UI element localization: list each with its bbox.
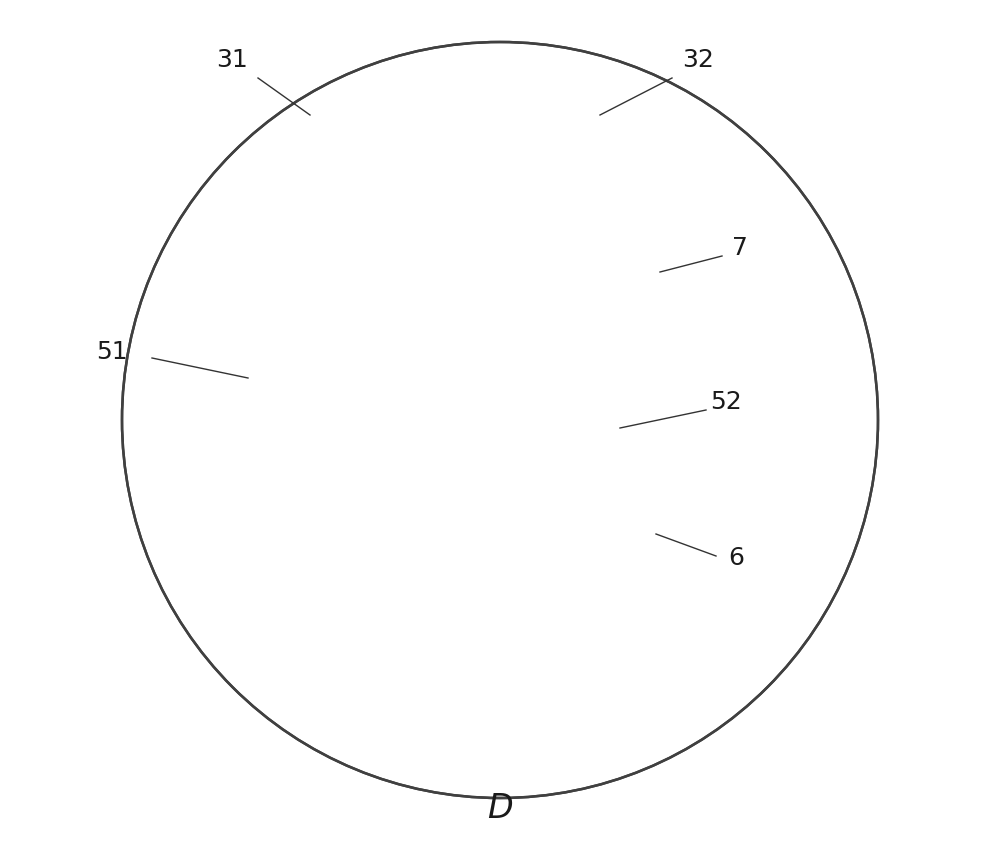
Circle shape bbox=[234, 218, 246, 230]
Bar bbox=[293, 425, 707, 428]
Bar bbox=[228, 251, 248, 273]
Bar bbox=[293, 236, 707, 239]
Bar bbox=[269, 110, 731, 112]
Bar bbox=[270, 376, 292, 502]
Bar bbox=[293, 389, 707, 391]
Bar bbox=[293, 299, 707, 302]
Bar bbox=[270, 191, 292, 317]
Bar bbox=[293, 494, 707, 496]
Bar bbox=[269, 608, 731, 609]
Bar bbox=[293, 214, 707, 215]
Bar bbox=[530, 331, 690, 357]
Bar bbox=[293, 195, 707, 198]
Bar bbox=[293, 403, 707, 405]
Bar bbox=[293, 457, 707, 460]
Bar bbox=[269, 569, 731, 571]
Bar bbox=[269, 594, 731, 595]
Bar bbox=[293, 448, 707, 450]
Bar bbox=[730, 115, 752, 740]
Text: 32: 32 bbox=[682, 48, 714, 72]
Bar bbox=[708, 376, 730, 502]
Bar bbox=[248, 115, 270, 740]
Bar bbox=[269, 93, 731, 95]
Bar bbox=[293, 385, 707, 387]
Bar bbox=[293, 470, 707, 473]
Bar bbox=[293, 393, 707, 396]
Bar bbox=[293, 245, 707, 247]
Bar bbox=[269, 617, 731, 620]
Bar bbox=[292, 380, 708, 498]
Bar bbox=[293, 281, 707, 284]
Bar bbox=[269, 587, 731, 589]
Bar bbox=[293, 273, 707, 274]
Text: 52: 52 bbox=[710, 390, 742, 414]
Bar bbox=[292, 195, 708, 313]
Circle shape bbox=[234, 464, 246, 476]
Circle shape bbox=[316, 82, 330, 96]
Bar bbox=[262, 554, 758, 566]
Circle shape bbox=[314, 451, 326, 463]
Text: 6: 6 bbox=[728, 546, 744, 570]
Bar bbox=[732, 66, 744, 113]
Bar bbox=[752, 193, 770, 315]
Bar bbox=[268, 566, 732, 621]
Bar bbox=[236, 458, 248, 472]
Bar bbox=[270, 374, 730, 504]
Bar bbox=[262, 117, 758, 129]
Bar bbox=[293, 380, 707, 383]
Bar bbox=[293, 435, 707, 437]
Bar bbox=[270, 115, 730, 740]
Bar bbox=[268, 62, 732, 117]
Bar bbox=[236, 400, 248, 414]
Bar bbox=[293, 267, 707, 270]
Bar bbox=[293, 430, 707, 432]
Bar bbox=[293, 249, 707, 252]
Bar bbox=[293, 421, 707, 424]
Bar bbox=[293, 200, 707, 202]
Bar bbox=[269, 597, 731, 599]
Bar bbox=[293, 484, 707, 487]
Bar bbox=[269, 82, 731, 84]
Bar bbox=[293, 476, 707, 477]
Circle shape bbox=[670, 586, 684, 600]
Circle shape bbox=[316, 586, 330, 600]
Circle shape bbox=[234, 279, 246, 291]
Bar bbox=[269, 566, 731, 568]
Bar bbox=[236, 215, 248, 229]
Circle shape bbox=[674, 451, 686, 463]
Bar bbox=[269, 601, 731, 602]
Bar bbox=[293, 452, 707, 455]
Bar bbox=[293, 304, 707, 306]
Bar bbox=[228, 436, 248, 458]
Bar bbox=[293, 489, 707, 491]
Bar bbox=[269, 576, 731, 578]
Bar bbox=[269, 72, 731, 74]
Bar bbox=[293, 218, 707, 220]
Bar bbox=[293, 407, 707, 410]
Bar bbox=[256, 66, 268, 113]
Bar bbox=[292, 380, 708, 498]
Bar bbox=[269, 580, 731, 582]
Bar bbox=[256, 570, 268, 617]
Bar bbox=[732, 570, 744, 617]
Bar bbox=[752, 378, 770, 500]
Bar bbox=[293, 277, 707, 279]
Bar bbox=[293, 444, 707, 446]
Bar bbox=[269, 583, 731, 585]
Bar bbox=[293, 204, 707, 207]
Bar bbox=[293, 417, 707, 418]
Bar bbox=[293, 222, 707, 225]
Bar bbox=[228, 193, 248, 215]
Bar bbox=[293, 254, 707, 257]
Bar bbox=[269, 86, 731, 88]
Bar bbox=[269, 573, 731, 575]
Bar bbox=[270, 129, 730, 189]
Bar bbox=[268, 62, 732, 117]
Bar bbox=[269, 590, 731, 592]
Bar bbox=[236, 273, 248, 287]
Bar bbox=[269, 65, 731, 68]
Bar bbox=[293, 411, 707, 414]
Bar bbox=[293, 462, 707, 464]
Bar bbox=[269, 604, 731, 606]
